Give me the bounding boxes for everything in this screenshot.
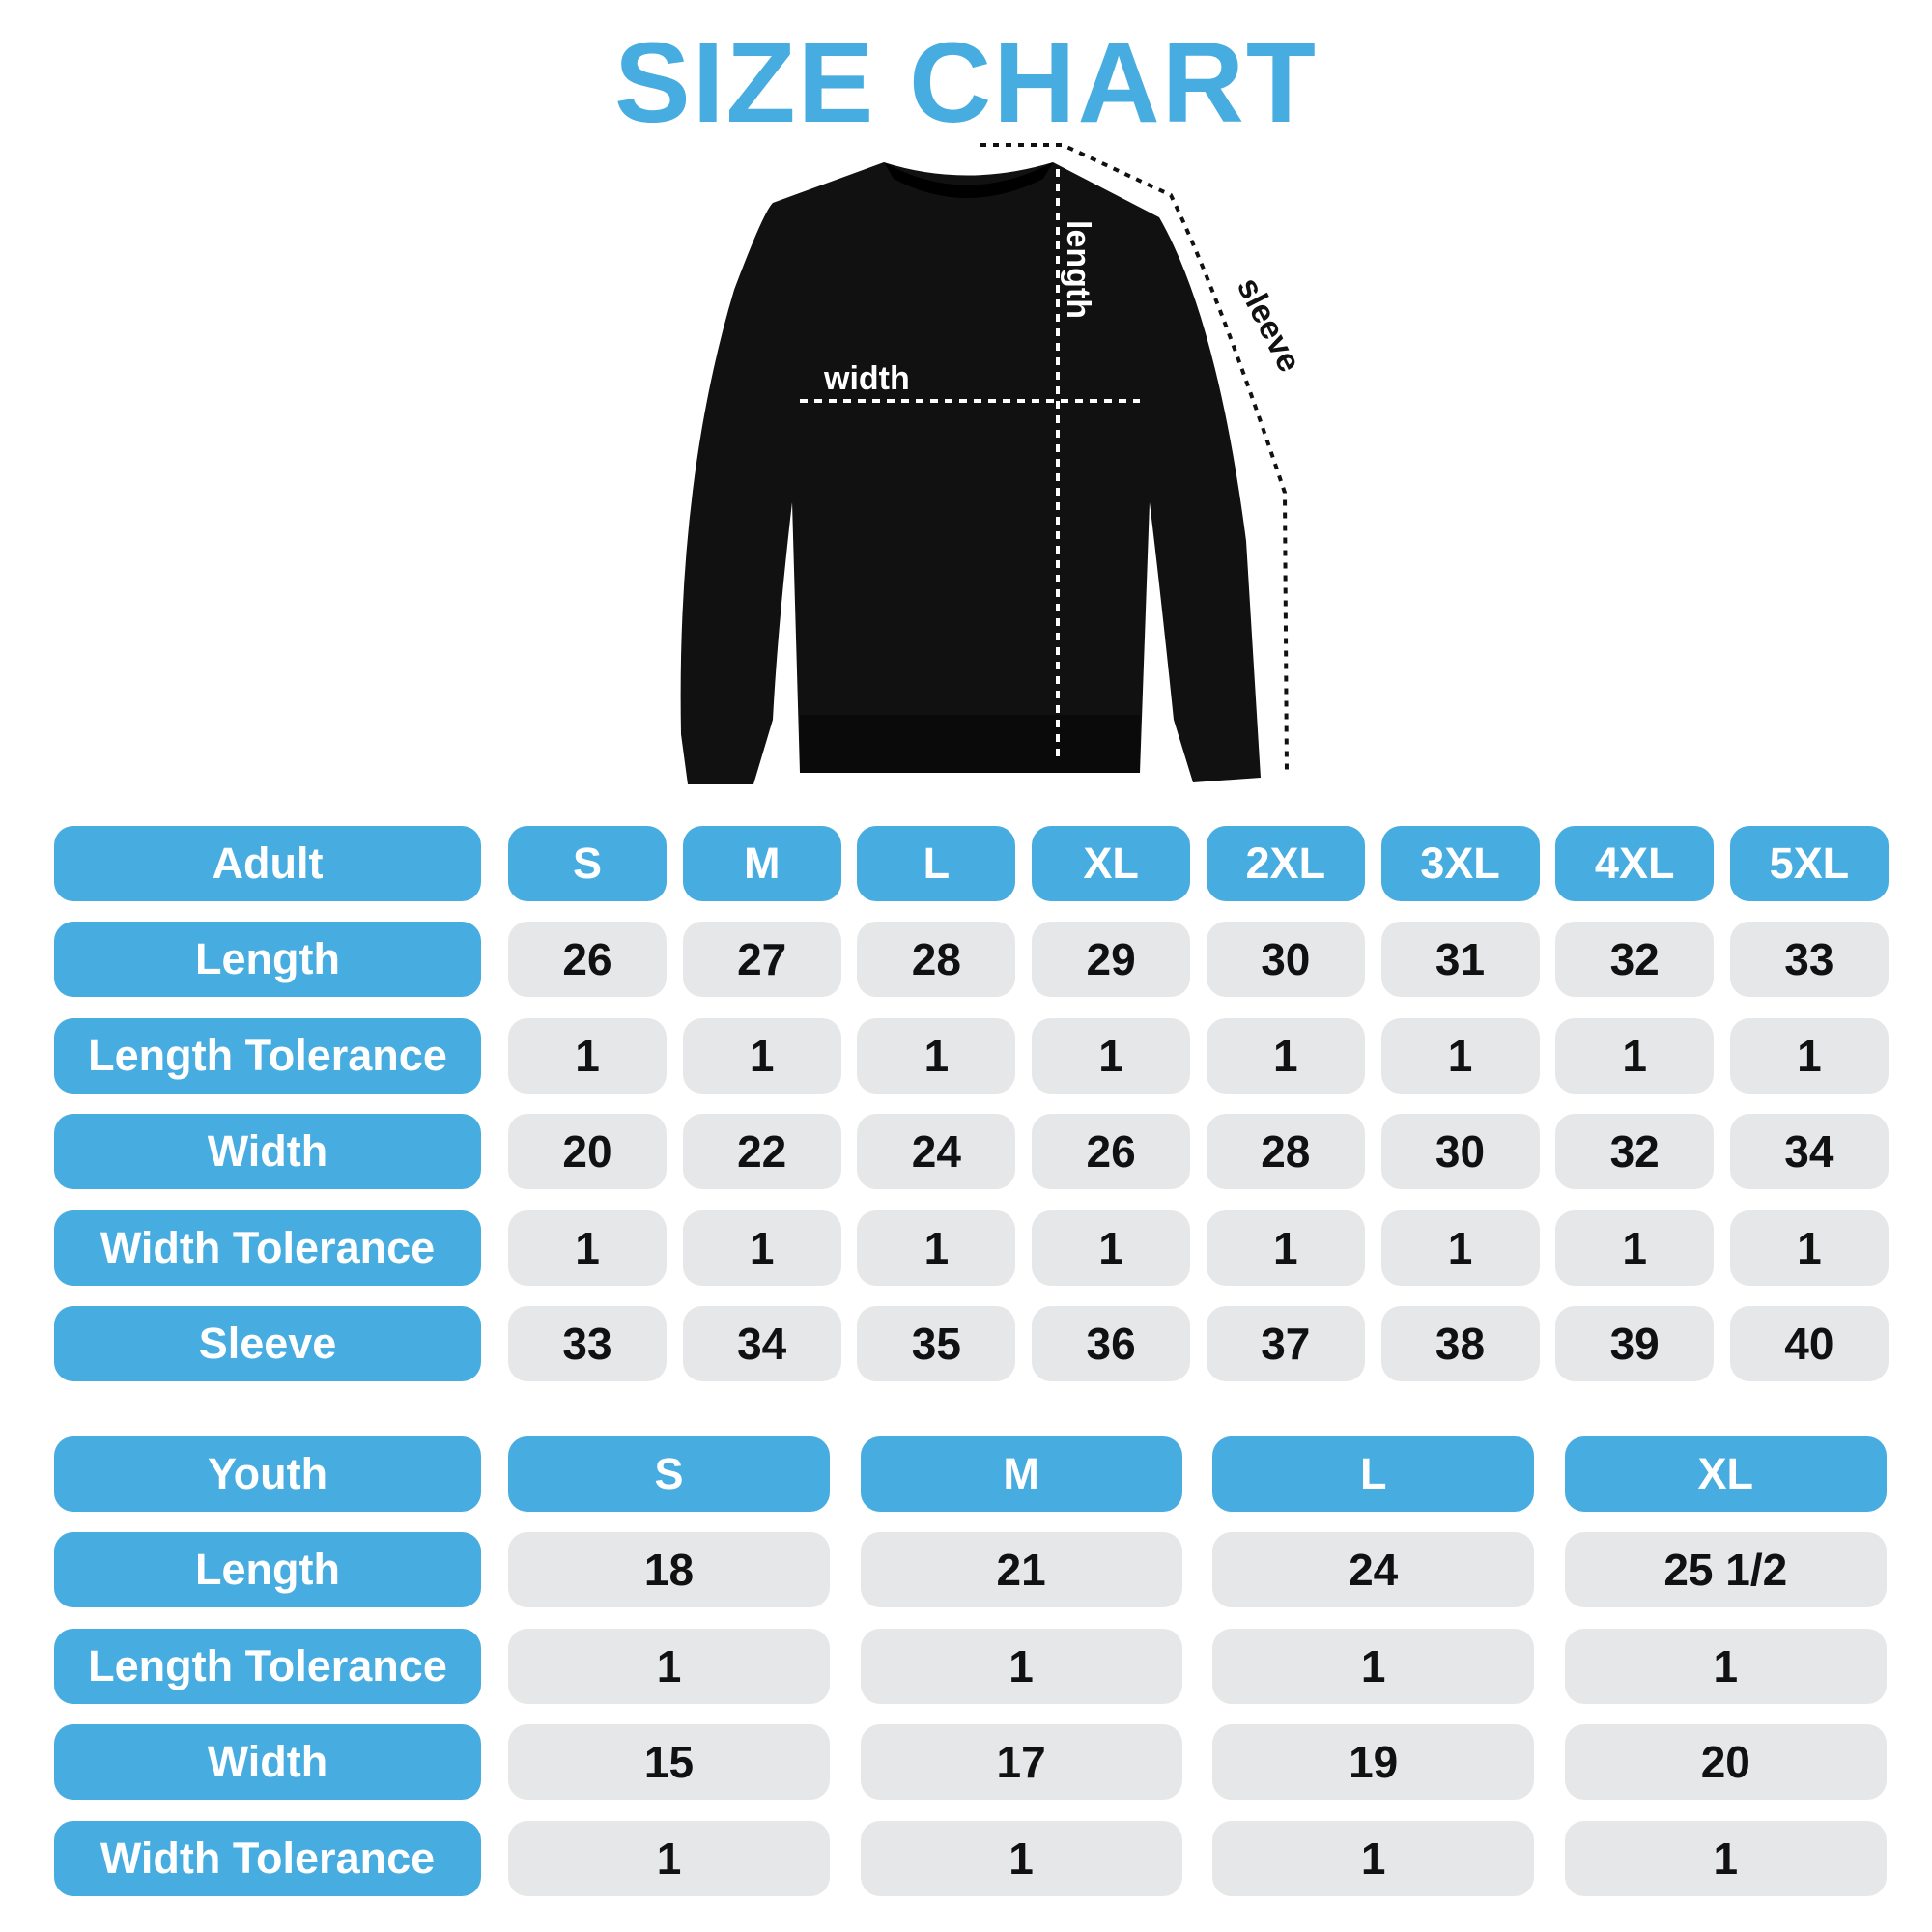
youth-row-label: Width: [54, 1724, 481, 1801]
adult-size-header: XL: [1032, 826, 1191, 901]
youth-row-label: Length: [54, 1532, 481, 1608]
length-label: length: [1060, 220, 1096, 319]
adult-value-cell: 1: [1729, 1209, 1889, 1286]
youth-row-label: Length Tolerance: [54, 1628, 481, 1704]
adult-value-cell: 1: [682, 1017, 841, 1094]
sleeve-label: sleeve: [1230, 271, 1308, 378]
adult-value-cell: 1: [857, 1209, 1016, 1286]
adult-value-cell: 32: [1555, 922, 1715, 998]
youth-value-cell: 1: [1564, 1628, 1887, 1704]
youth-value-cell: 17: [860, 1724, 1182, 1801]
adult-value-cell: 26: [508, 922, 667, 998]
adult-value-cell: 20: [508, 1114, 667, 1190]
adult-value-cell: 30: [1380, 1114, 1540, 1190]
adult-value-cell: 39: [1555, 1306, 1715, 1381]
youth-value-cell: 25 1/2: [1564, 1532, 1887, 1608]
adult-size-header: M: [682, 826, 841, 901]
adult-value-cell: 1: [1206, 1017, 1365, 1094]
youth-value-cell: 1: [1212, 1820, 1535, 1896]
adult-value-cell: 1: [857, 1017, 1016, 1094]
adult-value-cell: 1: [508, 1017, 667, 1094]
adult-value-cell: 1: [508, 1209, 667, 1286]
youth-value-cell: 20: [1564, 1724, 1887, 1801]
adult-row-label: Width: [54, 1114, 481, 1190]
adult-value-cell: 34: [1729, 1114, 1889, 1190]
youth-value-cell: 1: [508, 1628, 830, 1704]
adult-value-cell: 38: [1380, 1306, 1540, 1381]
adult-value-cell: 40: [1729, 1306, 1889, 1381]
adult-value-cell: 37: [1206, 1306, 1365, 1381]
page-title: SIZE CHART: [614, 19, 1318, 147]
youth-value-cell: 21: [860, 1532, 1182, 1608]
adult-size-header: S: [508, 826, 667, 901]
youth-value-cell: 1: [508, 1820, 830, 1896]
sweatshirt-diagram: width length sleeve: [680, 143, 1308, 784]
adult-header-label: Adult: [54, 826, 481, 901]
adult-value-cell: 33: [1729, 922, 1889, 998]
youth-size-header: S: [508, 1436, 830, 1512]
youth-value-cell: 1: [860, 1628, 1182, 1704]
adult-value-cell: 1: [1555, 1209, 1715, 1286]
adult-value-cell: 30: [1206, 922, 1365, 998]
adult-row-label: Width Tolerance: [54, 1209, 481, 1286]
youth-value-cell: 1: [1564, 1820, 1887, 1896]
adult-size-header: L: [857, 826, 1016, 901]
adult-value-cell: 31: [1380, 922, 1540, 998]
adult-value-cell: 1: [1206, 1209, 1365, 1286]
youth-value-cell: 1: [1212, 1628, 1535, 1704]
adult-row-label: Length: [54, 922, 481, 998]
adult-value-cell: 36: [1032, 1306, 1191, 1381]
adult-value-cell: 33: [508, 1306, 667, 1381]
adult-value-cell: 22: [682, 1114, 841, 1190]
adult-value-cell: 24: [857, 1114, 1016, 1190]
youth-size-header: M: [860, 1436, 1182, 1512]
youth-size-header: L: [1212, 1436, 1535, 1512]
adult-value-cell: 1: [1380, 1209, 1540, 1286]
adult-value-cell: 1: [1032, 1017, 1191, 1094]
adult-size-header: 4XL: [1555, 826, 1715, 901]
adult-size-header: 2XL: [1206, 826, 1365, 901]
youth-value-cell: 1: [860, 1820, 1182, 1896]
adult-value-cell: 1: [682, 1209, 841, 1286]
adult-value-cell: 28: [1206, 1114, 1365, 1190]
adult-value-cell: 35: [857, 1306, 1016, 1381]
youth-row-label: Width Tolerance: [54, 1820, 481, 1896]
youth-value-cell: 18: [508, 1532, 830, 1608]
adult-value-cell: 27: [682, 922, 841, 998]
youth-header-label: Youth: [54, 1436, 481, 1512]
adult-value-cell: 1: [1380, 1017, 1540, 1094]
youth-value-cell: 19: [1212, 1724, 1535, 1801]
adult-value-cell: 29: [1032, 922, 1191, 998]
adult-row-label: Length Tolerance: [54, 1017, 481, 1094]
adult-value-cell: 1: [1032, 1209, 1191, 1286]
sweatshirt-image: [680, 162, 1261, 784]
adult-value-cell: 1: [1729, 1017, 1889, 1094]
adult-value-cell: 1: [1555, 1017, 1715, 1094]
youth-value-cell: 15: [508, 1724, 830, 1801]
adult-value-cell: 26: [1032, 1114, 1191, 1190]
adult-row-label: Sleeve: [54, 1306, 481, 1381]
youth-size-header: XL: [1564, 1436, 1887, 1512]
adult-value-cell: 32: [1555, 1114, 1715, 1190]
width-label: width: [823, 360, 910, 397]
adult-size-header: 3XL: [1380, 826, 1540, 901]
adult-value-cell: 34: [682, 1306, 841, 1381]
youth-value-cell: 24: [1212, 1532, 1535, 1608]
adult-size-header: 5XL: [1729, 826, 1889, 901]
adult-value-cell: 28: [857, 922, 1016, 998]
